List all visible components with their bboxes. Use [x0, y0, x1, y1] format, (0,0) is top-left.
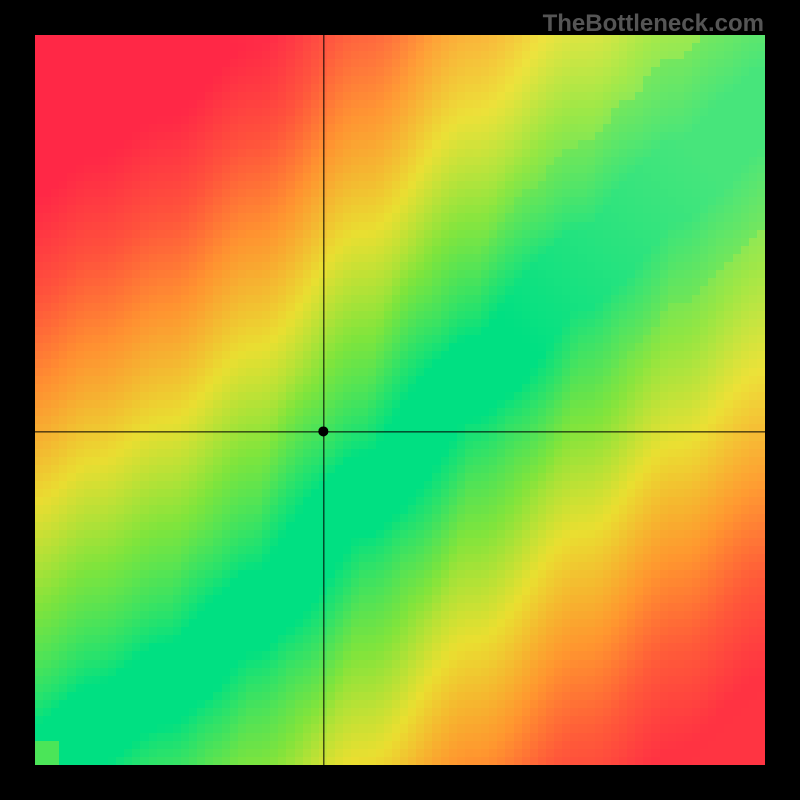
- bottleneck-heatmap: [35, 35, 765, 765]
- chart-container: TheBottleneck.com: [0, 0, 800, 800]
- watermark-text: TheBottleneck.com: [543, 10, 764, 38]
